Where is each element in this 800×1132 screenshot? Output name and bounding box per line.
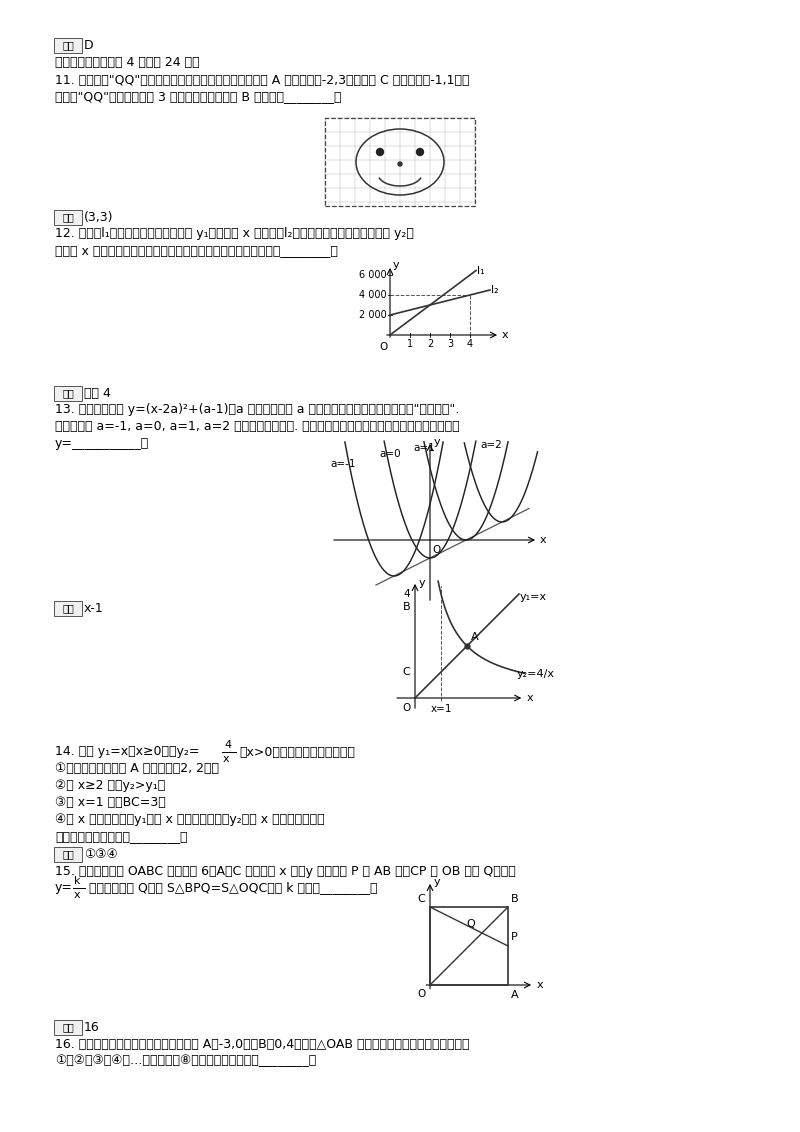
Text: 则将此"QQ"笑脸向右平移 3 个单位长度后，右眼 B 的坐标是________．: 则将此"QQ"笑脸向右平移 3 个单位长度后，右眼 B 的坐标是________… — [55, 91, 342, 103]
Text: 答案: 答案 — [62, 213, 74, 223]
Bar — [325, 118, 475, 206]
FancyBboxPatch shape — [54, 1020, 82, 1035]
Text: 其中正确结论的序号是________．: 其中正确结论的序号是________． — [55, 831, 187, 843]
Text: C: C — [417, 894, 425, 904]
Text: 14. 函数 y₁=x（x≥0），y₂=: 14. 函数 y₁=x（x≥0），y₂= — [55, 746, 199, 758]
FancyBboxPatch shape — [54, 211, 82, 225]
Text: y=___________．: y=___________． — [55, 437, 150, 451]
Text: 4: 4 — [403, 589, 410, 599]
Text: 4 000: 4 000 — [359, 290, 387, 300]
Text: x-1: x-1 — [84, 602, 104, 615]
Text: 1: 1 — [407, 338, 413, 349]
Text: x: x — [537, 980, 543, 990]
Text: O: O — [418, 989, 426, 998]
Text: x: x — [540, 535, 546, 544]
Text: D: D — [84, 38, 94, 52]
Text: ③当 x=1 时，BC=3；: ③当 x=1 时，BC=3； — [55, 797, 166, 809]
Text: P: P — [510, 932, 518, 942]
Text: 销售量 x 的关系，当该公司赢利（收入大于成本）时，销售量必须________．: 销售量 x 的关系，当该公司赢利（收入大于成本）时，销售量必须________． — [55, 245, 338, 257]
Text: 2: 2 — [427, 338, 433, 349]
FancyBboxPatch shape — [54, 847, 82, 861]
FancyBboxPatch shape — [54, 386, 82, 401]
Text: 13. 已知二次函数 y=(x-2a)²+(a-1)（a 为常数），当 a 取不同的值时，其图象构成一个"抛物线系".: 13. 已知二次函数 y=(x-2a)²+(a-1)（a 为常数），当 a 取不… — [55, 403, 459, 417]
Text: ①③④: ①③④ — [84, 848, 118, 861]
Text: B: B — [510, 894, 518, 904]
Text: 6 000: 6 000 — [359, 271, 387, 280]
Text: y: y — [434, 437, 440, 447]
Text: 答案: 答案 — [62, 603, 74, 614]
Circle shape — [377, 148, 383, 155]
Text: l₁: l₁ — [477, 266, 485, 275]
Text: A: A — [471, 632, 478, 642]
Text: x=1: x=1 — [430, 704, 452, 714]
Text: 答案: 答案 — [62, 1022, 74, 1032]
Text: Q: Q — [466, 919, 475, 929]
Text: k: k — [74, 876, 81, 886]
Text: ①两函数图象的交点 A 的坐标为（2, 2）；: ①两函数图象的交点 A 的坐标为（2, 2）； — [55, 763, 219, 775]
Text: a=0: a=0 — [379, 448, 402, 458]
Text: O: O — [433, 544, 441, 555]
Text: 3: 3 — [447, 338, 453, 349]
Text: x: x — [223, 754, 230, 764]
Text: a=2: a=2 — [480, 439, 502, 449]
Text: l₂: l₂ — [491, 285, 498, 295]
Text: 15. 如图，正方形 OABC 的边长为 6，A，C 分别位于 x 轴、y 轴上，点 P 在 AB 上，CP 交 OB 于点 Q，函数: 15. 如图，正方形 OABC 的边长为 6，A，C 分别位于 x 轴、y 轴上… — [55, 865, 516, 877]
Text: 4: 4 — [224, 740, 231, 751]
Circle shape — [417, 148, 423, 155]
Text: O: O — [403, 703, 411, 713]
Text: 12. 如图，l₁反映了某公司的销售收入 y₁与销售量 x 的关系，l₂反映了该公司产品的销售成本 y₂与: 12. 如图，l₁反映了某公司的销售收入 y₁与销售量 x 的关系，l₂反映了该… — [55, 228, 414, 240]
Text: 答案: 答案 — [62, 41, 74, 51]
Text: (3,3): (3,3) — [84, 211, 114, 224]
Text: 2 000: 2 000 — [359, 310, 387, 320]
Text: y: y — [434, 877, 441, 887]
Text: 二、填空题（每小题 4 分，共 24 分）: 二、填空题（每小题 4 分，共 24 分） — [55, 55, 200, 69]
Text: y₂=4/x: y₂=4/x — [517, 669, 555, 678]
Text: （x>0）的图象如图，则结论：: （x>0）的图象如图，则结论： — [239, 746, 355, 758]
Text: 答案: 答案 — [62, 388, 74, 398]
Text: O: O — [380, 342, 388, 352]
Text: ②当 x≥2 时，y₂>y₁；: ②当 x≥2 时，y₂>y₁； — [55, 780, 166, 792]
Text: 图分别是当 a=-1, a=0, a=1, a=2 时二次函数的图象. 它们的顶点在一条直线上，这条直线的解析式是: 图分别是当 a=-1, a=0, a=1, a=2 时二次函数的图象. 它们的顶… — [55, 420, 460, 434]
Text: C: C — [402, 667, 410, 677]
Text: 11. 如图，把"QQ"笑脸放在平面直角坐标系中，已知左眼 A 的坐标是（-2,3），嘴唇 C 的坐标为（-1,1），: 11. 如图，把"QQ"笑脸放在平面直角坐标系中，已知左眼 A 的坐标是（-2,… — [55, 74, 470, 86]
Text: A: A — [510, 990, 518, 1001]
Text: 大于 4: 大于 4 — [84, 387, 111, 400]
Text: y₁=x: y₁=x — [519, 592, 546, 601]
Text: x: x — [74, 890, 81, 900]
Text: 答案: 答案 — [62, 849, 74, 859]
Text: 16. 如图，在平面直角坐标系中，已知点 A（-3,0），B（0,4），对△OAB 连续作旋转变换，依次得到三角形: 16. 如图，在平面直角坐标系中，已知点 A（-3,0），B（0,4），对△OA… — [55, 1038, 470, 1050]
Text: 的图象经过点 Q，若 S△BPQ=S△OQC，则 k 的值为________．: 的图象经过点 Q，若 S△BPQ=S△OQC，则 k 的值为________． — [89, 882, 378, 894]
Text: a=1: a=1 — [414, 444, 435, 453]
Text: y: y — [419, 578, 426, 589]
Text: B: B — [402, 602, 410, 612]
Text: y: y — [393, 260, 400, 271]
FancyBboxPatch shape — [54, 601, 82, 616]
Text: ①，②，③，④，…，则三角形⑧的直角顶点的坐标为________．: ①，②，③，④，…，则三角形⑧的直角顶点的坐标为________． — [55, 1055, 316, 1067]
Text: ④当 x 逐渐增大时，y₁随着 x 的增大而增大，y₂随着 x 的增大而减小．: ④当 x 逐渐增大时，y₁随着 x 的增大而增大，y₂随着 x 的增大而减小． — [55, 814, 325, 826]
Text: 4: 4 — [467, 338, 473, 349]
Circle shape — [398, 162, 402, 166]
FancyBboxPatch shape — [54, 38, 82, 53]
Text: y=: y= — [55, 882, 73, 894]
Text: a=-1: a=-1 — [331, 460, 356, 470]
Text: x: x — [526, 693, 534, 703]
Text: x: x — [502, 331, 509, 340]
Text: 16: 16 — [84, 1021, 100, 1034]
